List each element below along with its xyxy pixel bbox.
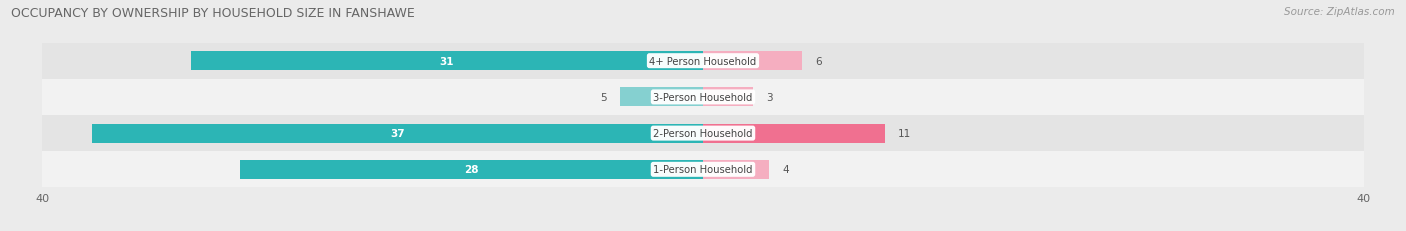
Text: OCCUPANCY BY OWNERSHIP BY HOUSEHOLD SIZE IN FANSHAWE: OCCUPANCY BY OWNERSHIP BY HOUSEHOLD SIZE… bbox=[11, 7, 415, 20]
Text: 11: 11 bbox=[898, 128, 911, 139]
Text: 6: 6 bbox=[815, 56, 823, 66]
Bar bbox=[42, 152, 1364, 188]
Bar bbox=[703, 52, 801, 71]
Text: 3-Person Household: 3-Person Household bbox=[654, 92, 752, 103]
Text: 4+ Person Household: 4+ Person Household bbox=[650, 56, 756, 66]
Bar bbox=[42, 43, 1364, 79]
Bar bbox=[620, 88, 703, 107]
Text: 4: 4 bbox=[782, 165, 789, 175]
Text: 1-Person Household: 1-Person Household bbox=[654, 165, 752, 175]
Text: 2-Person Household: 2-Person Household bbox=[654, 128, 752, 139]
Text: 3: 3 bbox=[766, 92, 772, 103]
Text: 31: 31 bbox=[440, 56, 454, 66]
Bar bbox=[42, 116, 1364, 152]
Bar bbox=[240, 160, 703, 179]
Text: 28: 28 bbox=[464, 165, 479, 175]
Bar bbox=[703, 160, 769, 179]
Bar bbox=[42, 79, 1364, 116]
Text: Source: ZipAtlas.com: Source: ZipAtlas.com bbox=[1284, 7, 1395, 17]
Bar bbox=[91, 124, 703, 143]
Bar bbox=[703, 88, 752, 107]
Text: 5: 5 bbox=[600, 92, 607, 103]
Bar bbox=[191, 52, 703, 71]
Bar bbox=[703, 124, 884, 143]
Text: 37: 37 bbox=[389, 128, 405, 139]
